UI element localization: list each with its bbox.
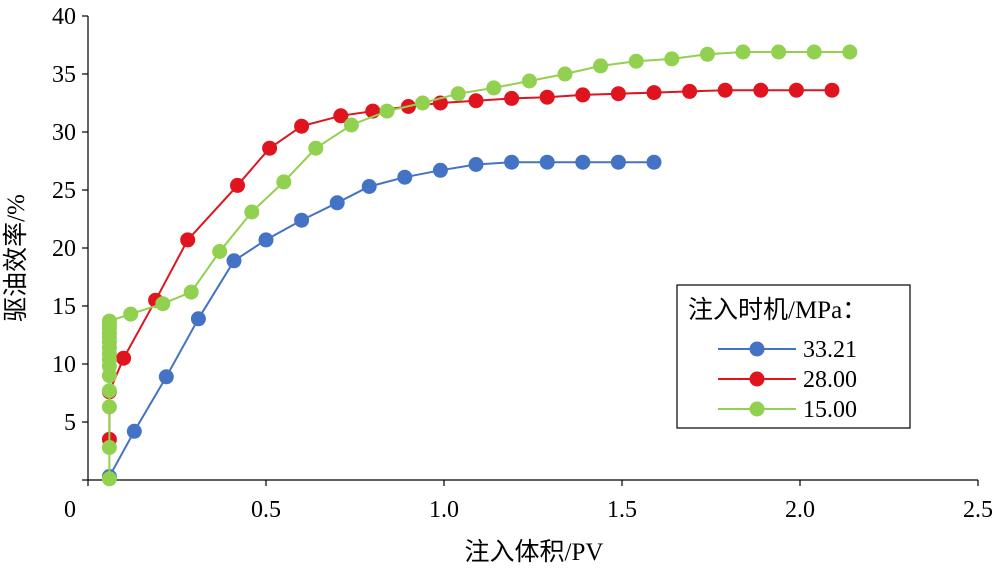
legend-box	[676, 284, 911, 429]
data-point	[415, 95, 431, 111]
data-point	[735, 44, 751, 60]
data-point	[575, 87, 591, 103]
data-point	[361, 179, 377, 194]
data-point	[539, 89, 555, 105]
legend: 注入时机/MPa： 33.21 28.00 15.00	[676, 284, 911, 429]
data-point	[397, 169, 413, 185]
data-point	[771, 44, 787, 60]
data-point	[190, 311, 206, 327]
data-point	[806, 44, 822, 60]
data-point	[329, 195, 345, 211]
data-point	[539, 154, 555, 170]
data-point	[212, 244, 228, 259]
legend-entry: 15.00	[718, 397, 857, 423]
x-tick-label: 1.5	[607, 497, 637, 523]
data-point	[521, 73, 537, 89]
x-tick-labels: 0 0.5 1.0 1.5 2.0 2.5	[64, 497, 993, 523]
data-point	[294, 212, 310, 228]
data-point	[379, 103, 395, 119]
y-tick-label: 25	[52, 178, 76, 204]
data-point	[610, 86, 626, 102]
data-point	[468, 93, 484, 109]
y-tick-labels: 5 10 15 20 25 30 35 40	[52, 4, 76, 436]
data-point	[123, 306, 139, 322]
x-tick-label: 2.5	[963, 497, 993, 523]
x-tick-label: 2.0	[785, 497, 815, 523]
data-point	[468, 157, 484, 172]
data-point	[155, 296, 171, 312]
data-point	[504, 154, 520, 170]
data-point	[276, 174, 292, 190]
y-tick-label: 35	[52, 62, 76, 88]
data-point	[664, 51, 680, 67]
data-point	[646, 85, 662, 101]
y-tick-label: 10	[52, 352, 76, 378]
legend-marker	[749, 401, 765, 417]
y-tick-label: 30	[52, 120, 76, 146]
data-point	[824, 82, 840, 98]
data-point	[244, 204, 260, 220]
series-15.00	[101, 44, 858, 487]
y-tick-label: 40	[52, 4, 76, 30]
data-point	[116, 350, 132, 366]
legend-entries: 33.21 28.00 15.00	[718, 337, 857, 423]
data-point	[628, 53, 644, 69]
legend-entry: 28.00	[718, 367, 857, 393]
series-33.21	[101, 154, 662, 484]
data-point	[788, 82, 804, 98]
y-tick-label: 15	[52, 294, 76, 320]
y-tick-label: 20	[52, 236, 76, 262]
data-point	[343, 117, 359, 133]
data-point	[333, 108, 349, 124]
y-axis-title: 驱油效率/%	[2, 194, 30, 322]
data-point	[504, 90, 520, 106]
data-point	[262, 140, 278, 156]
data-point	[486, 80, 502, 96]
legend-label: 28.00	[803, 367, 857, 393]
data-point	[575, 154, 591, 170]
data-point	[593, 58, 609, 74]
data-point	[699, 46, 715, 62]
legend-label: 33.21	[803, 337, 857, 363]
data-point	[258, 232, 274, 248]
data-point	[753, 82, 769, 98]
data-point	[158, 369, 174, 385]
data-point	[101, 440, 117, 455]
data-point	[101, 383, 117, 399]
data-point	[432, 162, 448, 178]
data-point	[126, 423, 142, 439]
data-point	[226, 253, 242, 269]
data-point	[557, 66, 573, 82]
data-point	[101, 399, 117, 415]
legend-marker	[749, 341, 765, 357]
data-point	[450, 86, 466, 102]
legend-label: 15.00	[803, 397, 857, 423]
series-layer	[101, 44, 858, 487]
x-tick-label: 1.0	[429, 497, 459, 523]
data-point	[646, 154, 662, 170]
data-point	[294, 118, 310, 134]
data-point	[842, 44, 858, 60]
data-point	[308, 140, 324, 156]
data-point	[180, 232, 196, 248]
data-point	[101, 313, 117, 329]
data-point	[717, 82, 733, 98]
legend-marker	[749, 371, 765, 387]
axes	[82, 15, 979, 486]
data-point	[682, 83, 698, 99]
data-point	[183, 284, 199, 300]
x-tick-label: 0.5	[251, 497, 281, 523]
legend-title: 注入时机/MPa：	[688, 296, 867, 324]
data-point	[101, 471, 117, 487]
y-tick-label: 5	[64, 410, 76, 436]
x-tick-label: 0	[64, 497, 76, 523]
legend-entry: 33.21	[718, 337, 857, 363]
data-point	[610, 154, 626, 170]
x-axis-title: 注入体积/PV	[465, 538, 604, 566]
data-point	[230, 177, 245, 193]
